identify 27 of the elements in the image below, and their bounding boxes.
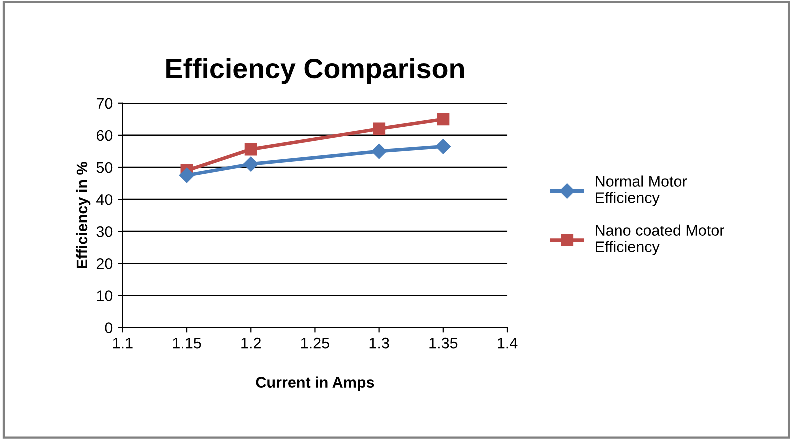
x-tick-label: 1.4	[498, 338, 518, 349]
y-tick-label: 10	[97, 290, 113, 302]
y-tick-label: 70	[96, 98, 113, 110]
x-tick-label: 1.1	[113, 338, 133, 349]
legend-label: Normal Motor Efficiency	[596, 176, 688, 206]
point	[244, 156, 259, 172]
point	[437, 113, 450, 126]
y-axis-title: Efficiency in %	[76, 162, 91, 268]
x-tick-label: 1.15	[173, 338, 202, 349]
y-tick-label: 40	[96, 194, 113, 206]
y-tick-label: 30	[96, 226, 113, 238]
chart-title: Efficiency Comparison	[166, 58, 464, 84]
y-tick-label: 60	[96, 130, 113, 142]
point	[244, 143, 258, 156]
point	[372, 144, 387, 160]
legend-label: Nano coated Motor Efficiency	[596, 224, 724, 256]
x-tick-label: 1.35	[430, 338, 458, 349]
x-tick-label: 1.2	[242, 338, 261, 349]
x-tick-label: 1.3	[370, 338, 390, 349]
y-tick-label: 50	[96, 162, 113, 174]
x-tick-label: 1.25	[302, 338, 330, 349]
point	[179, 168, 195, 184]
y-tick-label: 0	[105, 322, 113, 334]
point	[373, 122, 386, 136]
x-axis-title: Current in Amps	[256, 376, 374, 392]
y-tick-label: 20	[96, 258, 113, 270]
point	[436, 139, 451, 154]
